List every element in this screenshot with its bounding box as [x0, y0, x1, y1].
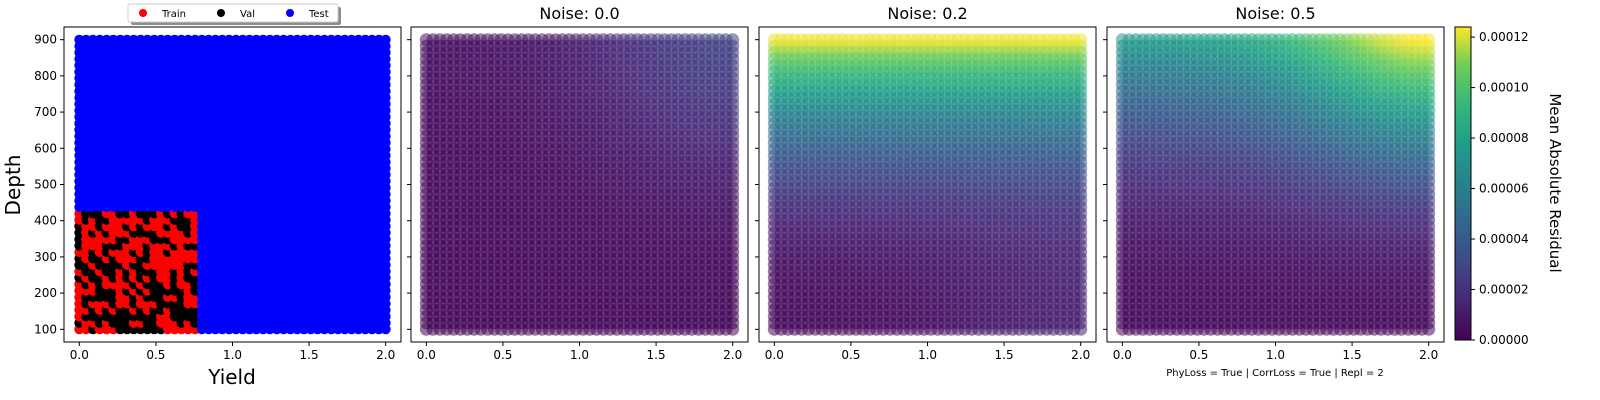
x-tick-label: 2.0 [376, 348, 395, 362]
x-ticks-0: 0.0 0.5 1.0 1.5 2.0 [70, 342, 395, 362]
x-axis-label: Yield [207, 365, 256, 389]
legend-marker-train [139, 9, 147, 17]
test-point [264, 34, 275, 45]
panel-noise-0.2: 0.0 0.5 1.0 1.5 2.0 Noise: 0.2 [755, 4, 1097, 362]
panel-title-1: Noise: 0.0 [539, 4, 619, 23]
test-point [380, 34, 391, 45]
legend: Train Val Test [127, 3, 341, 25]
y-tick-label: 400 [34, 214, 57, 228]
y-tick-label: 700 [34, 105, 57, 119]
legend-label-val: Val [240, 9, 255, 20]
panel-noise-0.0: 0.0 0.5 1.0 1.5 2.0 Noise: 0.0 [407, 4, 749, 362]
y-tick-label: 200 [34, 286, 57, 300]
x-tick-label: 0.0 [417, 348, 436, 362]
y-tick-label: 600 [34, 141, 57, 155]
x-tick-label: 1.5 [647, 348, 666, 362]
plot-area-1 [419, 33, 740, 336]
plot-area-2 [767, 33, 1088, 336]
x-tick-label: 2.0 [723, 348, 742, 362]
legend-box [127, 3, 339, 23]
x-tick-label: 0.0 [70, 348, 89, 362]
y-tick-label: 500 [34, 178, 57, 192]
y-tick-label: 900 [34, 33, 57, 47]
x-tick-label: 1.5 [300, 348, 319, 362]
x-ticks-1: 0.0 0.5 1.0 1.5 2.0 [417, 342, 742, 362]
legend-marker-val [217, 9, 225, 17]
legend-label-train: Train [161, 9, 186, 20]
x-tick-label: 0.5 [493, 348, 512, 362]
y-ticks-1 [407, 39, 411, 330]
test-point [94, 34, 105, 45]
x-tick-label: 0.5 [146, 348, 165, 362]
panel-data-split: 0.0 0.5 1.0 1.5 2.0 100 200 300 400 500 600 700 800… [1, 3, 402, 389]
y-tick-label: 100 [34, 322, 57, 336]
test-point [183, 34, 194, 45]
y-tick-label: 300 [34, 250, 57, 264]
residual-point [726, 33, 740, 47]
x-tick-label: 1.0 [570, 348, 589, 362]
plot-area-0 [74, 34, 391, 335]
y-tick-label: 800 [34, 69, 57, 83]
y-axis-label: Depth [1, 155, 25, 216]
y-ticks-0: 100 200 300 400 500 600 700 800 900 [34, 33, 64, 336]
x-tick-label: 1.0 [223, 348, 242, 362]
legend-label-test: Test [308, 9, 329, 20]
test-point [353, 34, 364, 45]
legend-marker-test [286, 9, 294, 17]
